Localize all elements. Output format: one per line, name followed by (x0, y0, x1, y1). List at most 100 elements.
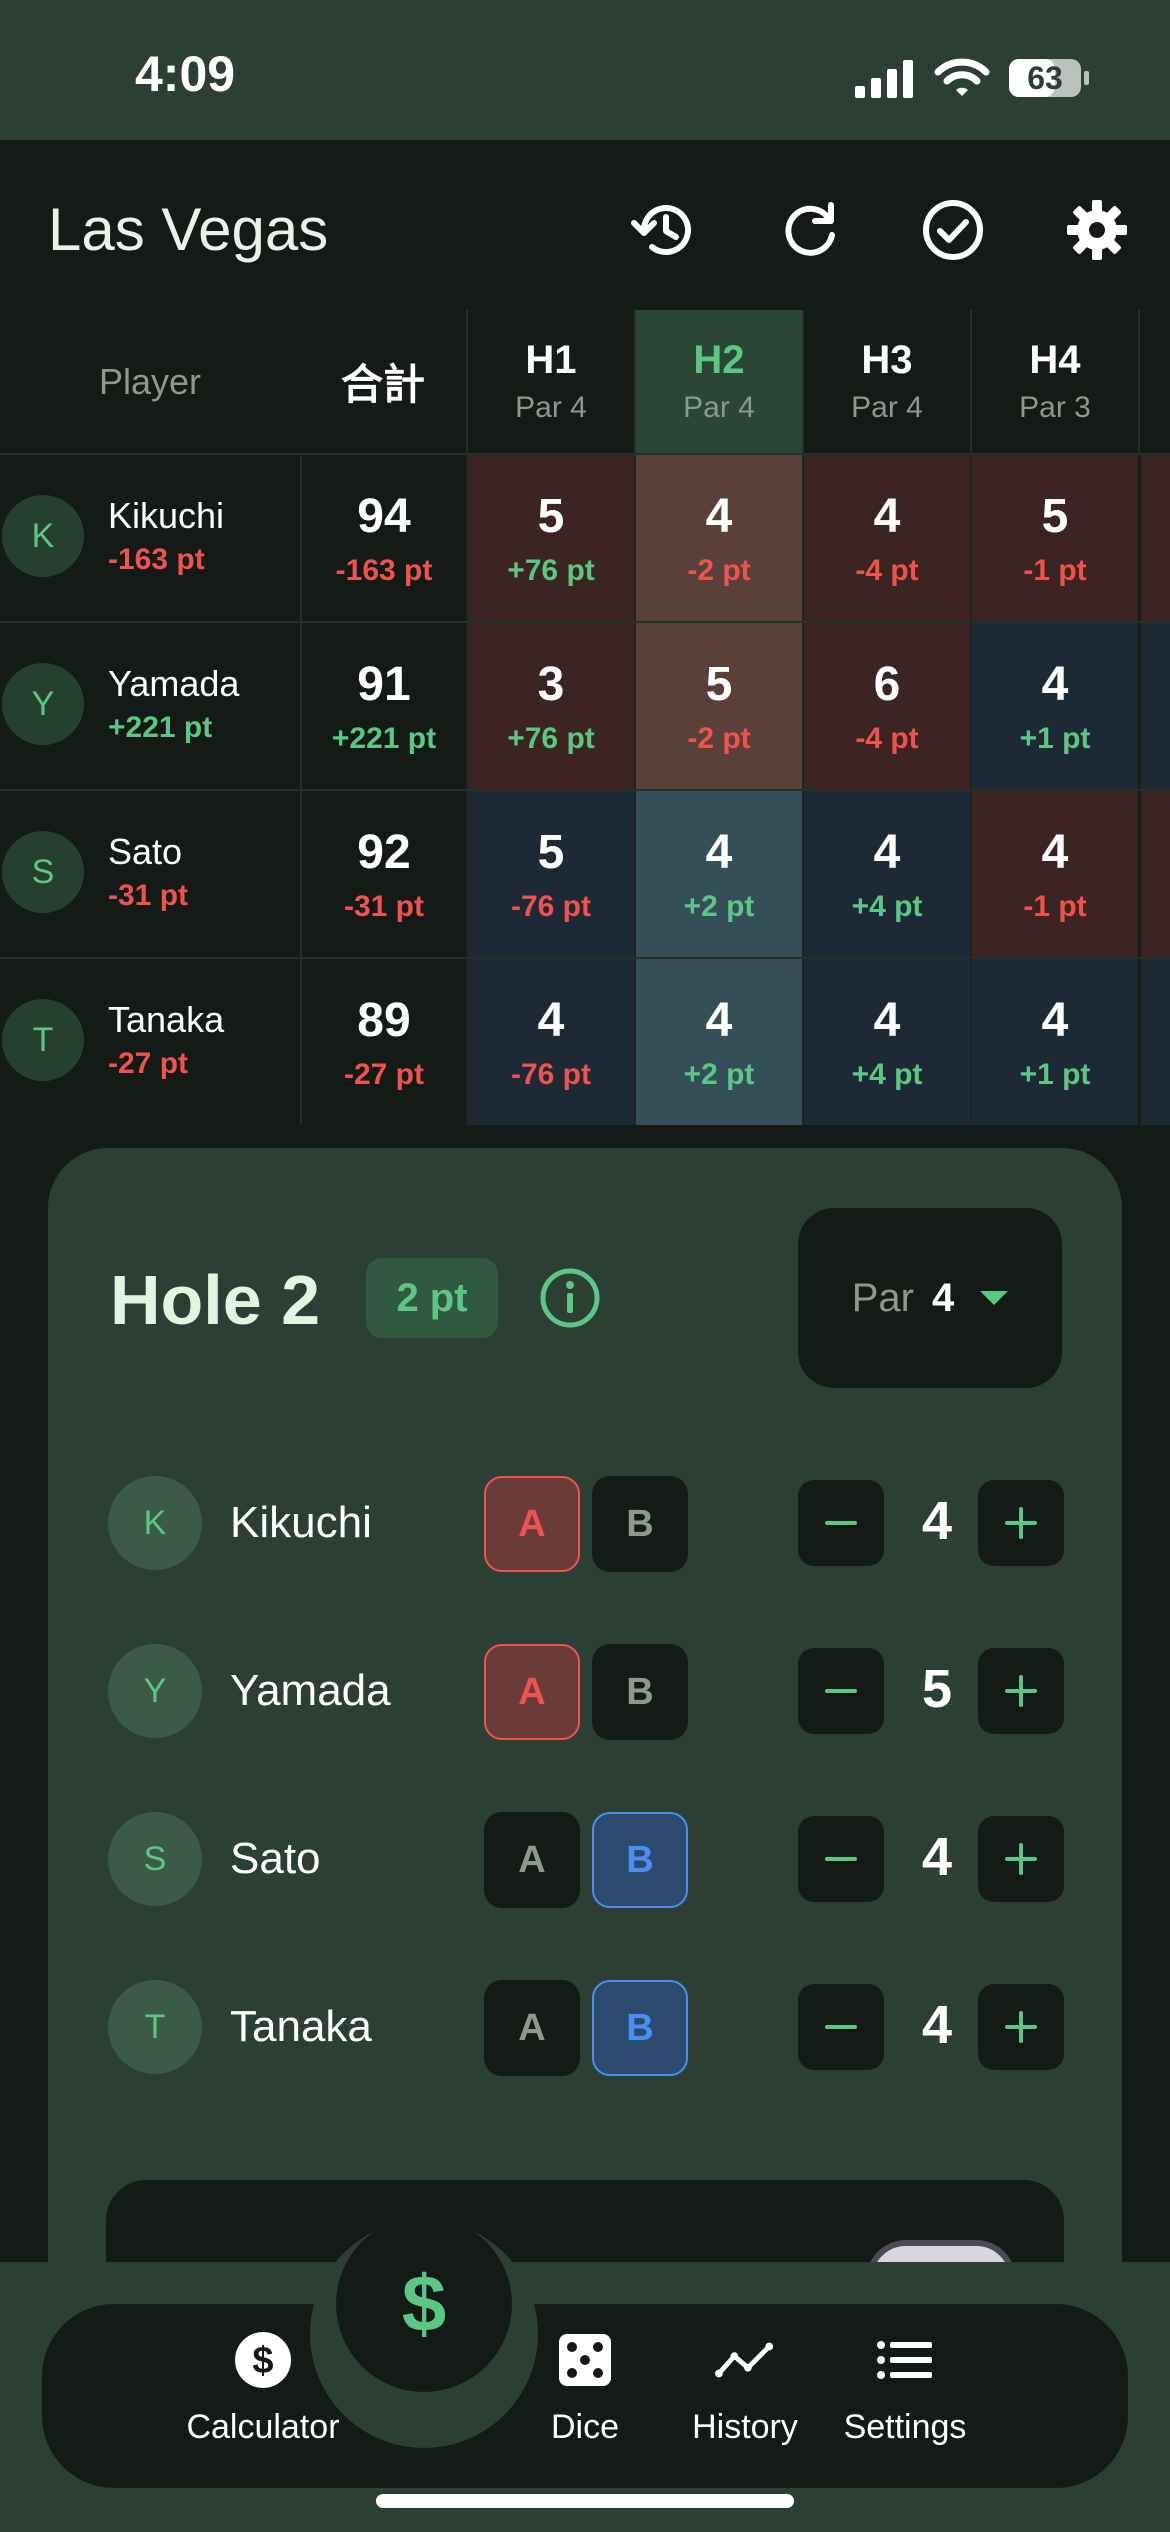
hole-score: 6 (873, 657, 901, 711)
wifi-icon (934, 58, 990, 96)
nav-label: Calculator (186, 2408, 340, 2446)
history-icon (631, 205, 691, 256)
hole-points: +76 pt (507, 553, 595, 587)
hole-par: Par 3 (1019, 391, 1091, 424)
increment-button[interactable] (978, 1480, 1064, 1566)
hole-label: H1 (525, 338, 577, 382)
nav-item-history[interactable]: History (660, 2330, 830, 2470)
settings-button[interactable] (1057, 190, 1137, 270)
score-cell[interactable]: 4 -4 pt (802, 455, 970, 621)
hole-points: -1 pt (1023, 553, 1087, 587)
total-score: 89 (357, 993, 411, 1047)
history-button[interactable] (625, 190, 705, 270)
hole-header-h1[interactable]: H1 Par 4 (466, 310, 634, 453)
team-b-button[interactable]: B (592, 1476, 688, 1572)
hole-points: +1 pt (1019, 1057, 1091, 1091)
score-cell[interactable]: 4 +2 pt (634, 791, 802, 957)
player-points: -27 pt (108, 1047, 189, 1080)
nav-item-dice[interactable]: Dice (500, 2330, 670, 2470)
dollar-coin-icon: $ (233, 2330, 293, 2390)
total-score: 94 (357, 489, 411, 543)
decrement-button[interactable] (798, 1480, 884, 1566)
hole-points: -1 pt (1023, 889, 1087, 923)
decrement-button[interactable] (798, 1816, 884, 1902)
score-cell[interactable]: 4 -76 pt (466, 959, 634, 1125)
hole-points: -2 pt (687, 721, 751, 755)
hole-header-next[interactable] (1138, 310, 1170, 453)
hole-header-h4[interactable]: H4 Par 3 (970, 310, 1138, 453)
hole-header-h3[interactable]: H3 Par 4 (802, 310, 970, 453)
battery-level: 63 (1027, 60, 1063, 96)
team-b-button[interactable]: B (592, 1812, 688, 1908)
decrement-button[interactable] (798, 1648, 884, 1734)
avatar: T (2, 999, 84, 1081)
hole-label: H2 (693, 338, 745, 382)
score-cell[interactable]: 5 -1 pt (970, 455, 1138, 621)
stroke-count: 4 (921, 1491, 953, 1551)
status-time: 4:09 (135, 46, 236, 102)
score-cell[interactable]: 5 -2 pt (634, 623, 802, 789)
increment-button[interactable] (978, 1984, 1064, 2070)
plus-icon (1005, 2011, 1037, 2043)
table-row: T Tanaka -27 pt 89 -27 pt 4 -76 pt 4 +2 … (0, 957, 1170, 1125)
home-indicator[interactable] (376, 2494, 794, 2508)
score-cell[interactable]: 3 +76 pt (466, 623, 634, 789)
nav-item-settings[interactable]: Settings (820, 2330, 990, 2470)
total-cell: 91 +221 pt (300, 623, 466, 789)
refresh-button[interactable] (770, 190, 850, 270)
calculate-fab[interactable]: $ (336, 2216, 512, 2392)
score-cell[interactable]: 4 -2 pt (634, 455, 802, 621)
page-title: Las Vegas (48, 196, 329, 263)
stroke-count: 4 (921, 1827, 953, 1887)
score-cell[interactable]: 5 +76 pt (466, 455, 634, 621)
score-cell[interactable]: 4 -1 pt (970, 791, 1138, 957)
team-b-button[interactable]: B (592, 1980, 688, 2076)
score-cell[interactable]: 4 +1 pt (970, 623, 1138, 789)
player-points: -31 pt (108, 879, 189, 912)
trend-line-icon (715, 2330, 775, 2390)
finish-round-button[interactable] (913, 190, 993, 270)
minus-icon (825, 1857, 857, 1861)
player-input-row: S Sato A B 4 (48, 1808, 1122, 1908)
avatar: Y (2, 663, 84, 745)
nav-label: History (692, 2408, 798, 2446)
total-score: 92 (357, 825, 411, 879)
score-cell[interactable]: 4 +1 pt (970, 959, 1138, 1125)
score-cell[interactable]: 4 +2 pt (634, 959, 802, 1125)
team-b-button[interactable]: B (592, 1644, 688, 1740)
svg-text:$: $ (252, 2340, 273, 2382)
score-cell[interactable]: 6 -4 pt (802, 623, 970, 789)
increment-button[interactable] (978, 1816, 1064, 1902)
score-cell-partial (1140, 623, 1170, 789)
hole-score: 4 (1041, 825, 1069, 879)
avatar: K (108, 1476, 202, 1570)
score-cell[interactable]: 5 -76 pt (466, 791, 634, 957)
hole-title: Hole 2 (110, 1261, 321, 1339)
minus-icon (825, 1689, 857, 1693)
score-cell[interactable]: 4 +4 pt (802, 959, 970, 1125)
team-a-button[interactable]: A (484, 1980, 580, 2076)
hole-score: 5 (537, 489, 565, 543)
hole-points: -4 pt (855, 721, 919, 755)
decrement-button[interactable] (798, 1984, 884, 2070)
total-cell: 94 -163 pt (300, 455, 466, 621)
increment-button[interactable] (978, 1648, 1064, 1734)
total-points: +221 pt (331, 721, 437, 755)
team-a-button[interactable]: A (484, 1812, 580, 1908)
team-a-button[interactable]: A (484, 1644, 580, 1740)
hole-score: 4 (1041, 993, 1069, 1047)
hole-score: 3 (537, 657, 565, 711)
total-score: 91 (357, 657, 411, 711)
info-icon[interactable] (538, 1266, 602, 1330)
player-input-row: T Tanaka A B 4 (48, 1976, 1122, 2076)
team-a-button[interactable]: A (484, 1476, 580, 1572)
table-header-row: Player 合計 H1 Par 4 H2 Par 4 H3 Par 4 H4 … (0, 310, 1170, 453)
nav-item-calculator[interactable]: $ Calculator (178, 2330, 348, 2470)
avatar: K (2, 495, 84, 577)
score-cell[interactable]: 4 +4 pt (802, 791, 970, 957)
app-header: Las Vegas (0, 140, 1170, 310)
par-dropdown[interactable]: Par 4 (798, 1208, 1062, 1388)
avatar: Y (108, 1644, 202, 1738)
hole-header-h2[interactable]: H2 Par 4 (634, 310, 802, 453)
hole-points: +1 pt (1019, 721, 1091, 755)
